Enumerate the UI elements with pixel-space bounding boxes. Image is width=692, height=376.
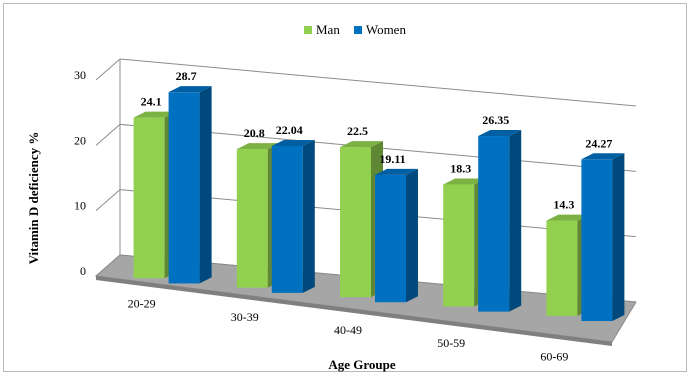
bar-man-40-49 (340, 147, 371, 298)
y-tick-label-10: 10 (74, 199, 86, 213)
x-tick-label-20-29: 20-29 (128, 297, 156, 311)
value-label-man-40-49: 22.5 (347, 124, 368, 138)
bar-women-20-29 (168, 92, 200, 284)
gridline-side-10 (95, 189, 121, 212)
bar-man-20-29 (133, 117, 165, 279)
bar-women-30-39 (271, 145, 303, 293)
value-label-man-60-69: 14.3 (553, 198, 574, 212)
bar-side-women-60-69 (612, 153, 625, 322)
chart-floor-edge (96, 276, 612, 346)
gridline-side-30 (95, 58, 121, 81)
x-tick-label-30-39: 30-39 (231, 310, 259, 324)
bar-top-women-20-29 (168, 86, 212, 93)
bar-top-women-40-49 (375, 168, 418, 175)
value-label-man-30-39: 20.8 (244, 126, 265, 140)
value-label-women-50-59: 26.35 (482, 113, 509, 127)
gridline-side-20 (95, 123, 121, 146)
x-tick-label-40-49: 40-49 (334, 323, 362, 337)
x-tick-label-60-69: 60-69 (540, 349, 568, 363)
legend: Man Women (304, 22, 406, 38)
bar-side-women-30-39 (302, 139, 315, 293)
legend-swatch-women (353, 26, 362, 34)
y-tick-label-20: 20 (74, 133, 86, 147)
x-axis-title: Age Groupe (328, 357, 396, 372)
legend-label-women: Women (365, 22, 406, 37)
legend-swatch-man (304, 26, 312, 34)
x-tick-label-50-59: 50-59 (437, 336, 465, 350)
value-label-women-20-29: 28.7 (176, 69, 197, 83)
y-axis-title: Vitamin D deficiency % (26, 132, 41, 265)
y-tick-label-30: 30 (74, 68, 86, 82)
value-label-women-60-69: 24.27 (585, 136, 612, 150)
bar-top-women-30-39 (271, 139, 315, 146)
bar-man-60-69 (546, 220, 578, 316)
value-label-man-20-29: 24.1 (141, 95, 162, 109)
legend-item-women: Women (353, 22, 406, 38)
bar-top-man-40-49 (340, 141, 383, 148)
bar-man-30-39 (236, 149, 268, 288)
bar-man-50-59 (443, 184, 475, 307)
bar-side-women-40-49 (406, 168, 418, 303)
value-label-women-30-39: 22.04 (276, 123, 303, 137)
bar-top-women-50-59 (478, 130, 522, 137)
bar-top-man-20-29 (133, 111, 177, 118)
legend-label-man: Man (316, 22, 340, 37)
bar-side-women-50-59 (509, 130, 522, 312)
legend-item-man: Man (304, 22, 340, 38)
bar-side-women-20-29 (199, 86, 212, 284)
bar-women-60-69 (581, 159, 613, 322)
gridline-30 (119, 58, 637, 107)
bar-women-50-59 (478, 136, 510, 312)
y-tick-label-0: 0 (80, 264, 86, 278)
value-label-man-50-59: 18.3 (450, 162, 471, 176)
bar-top-man-30-39 (236, 143, 280, 150)
bar-top-man-60-69 (546, 214, 590, 221)
bar-top-women-60-69 (581, 153, 625, 160)
value-label-women-40-49: 19.11 (379, 152, 405, 166)
bar-top-man-50-59 (443, 178, 487, 185)
bar-women-40-49 (375, 174, 406, 303)
